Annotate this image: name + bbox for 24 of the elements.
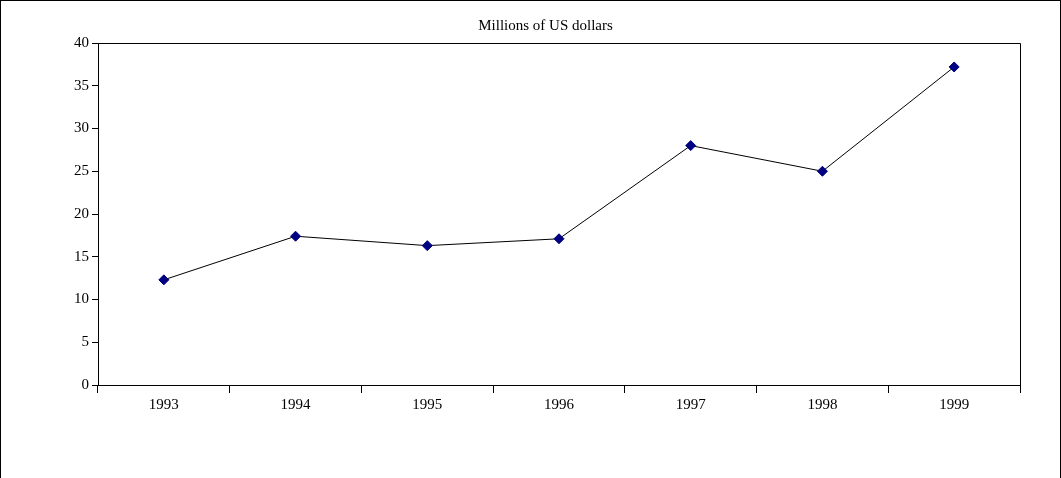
x-tick-label: 1998 [807,395,838,412]
point [685,140,697,152]
y-tick-label: 25 [74,162,89,179]
y-tick-label: 15 [74,247,89,264]
y-tick-label: 5 [81,333,89,350]
x-tick-label: 1999 [939,395,970,412]
y-tick-label: 35 [74,76,89,93]
point [948,61,960,73]
chart-title: Millions of US dollars [478,16,613,33]
x-tick-label: 1996 [544,395,575,412]
x-tick-label: 1997 [675,395,707,412]
y-tick-label: 0 [81,375,89,392]
x-tick-label: 1994 [280,395,312,412]
point [816,165,828,177]
y-tick-label: 30 [74,119,89,136]
x-tick-label: 1995 [412,395,443,412]
y-tick-label: 40 [74,33,89,50]
point [290,230,302,242]
point [553,233,565,245]
x-tick-label: 1993 [148,395,179,412]
y-tick-label: 10 [74,290,89,307]
point [421,240,433,252]
point [158,274,170,286]
y-tick-label: 20 [74,204,89,221]
